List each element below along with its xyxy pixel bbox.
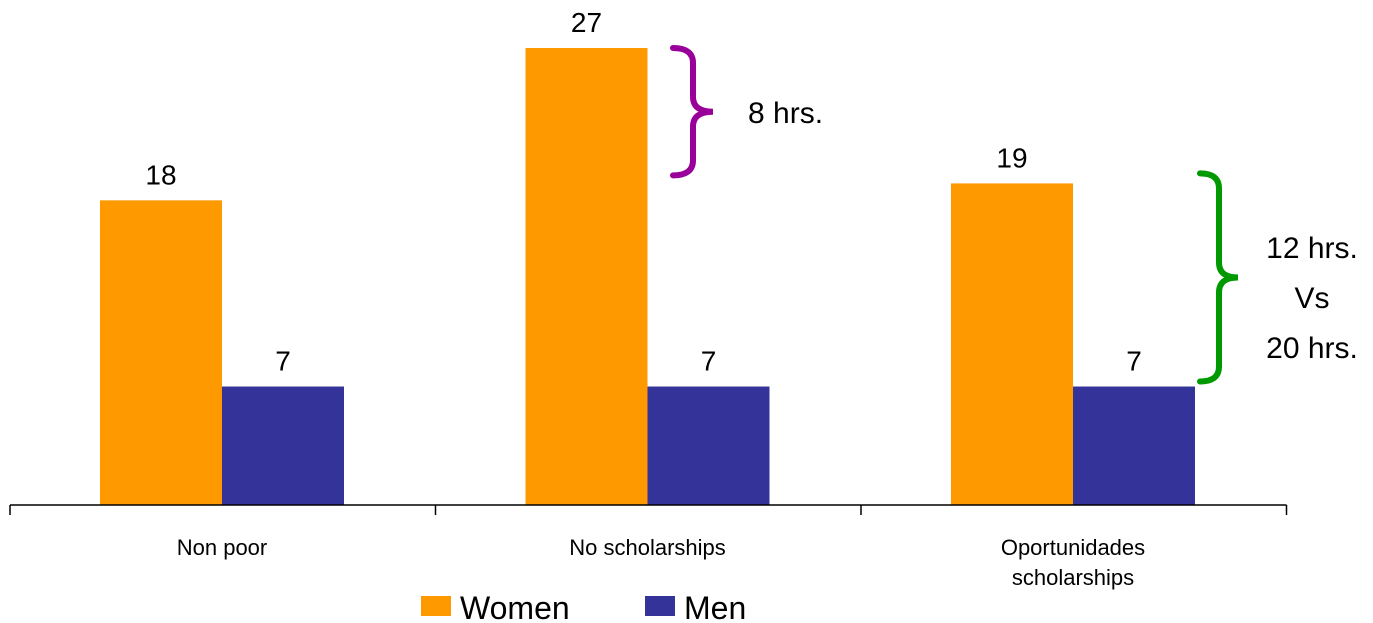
annotations-group: 8 hrs. 12 hrs. Vs 20 hrs. bbox=[670, 45, 1358, 385]
value-label-women-1: 27 bbox=[571, 7, 602, 38]
legend-swatch-women bbox=[421, 596, 451, 616]
legend-label-women: Women bbox=[460, 590, 570, 623]
legend-swatch-men bbox=[645, 596, 675, 616]
bar-men-0 bbox=[222, 386, 344, 505]
bar-men-2 bbox=[1073, 386, 1195, 505]
value-label-men-1: 7 bbox=[701, 346, 717, 377]
annotation-12-vs-20-hrs: 12 hrs. Vs 20 hrs. bbox=[1266, 232, 1358, 365]
annotation-8-hrs: 8 hrs. bbox=[748, 97, 823, 130]
category-label-1: No scholarships bbox=[569, 535, 726, 560]
value-labels-group: 18 27 19 7 7 7 bbox=[145, 7, 1141, 377]
x-axis bbox=[9, 504, 1288, 515]
value-label-men-2: 7 bbox=[1126, 346, 1142, 377]
category-label-0: Non poor bbox=[177, 535, 268, 560]
brace-purple bbox=[670, 45, 714, 179]
category-labels-group: Non poor No scholarships Oportunidades scho… bbox=[177, 535, 1145, 590]
value-label-women-0: 18 bbox=[145, 159, 176, 190]
legend: Women Men bbox=[421, 590, 746, 623]
bars-group bbox=[100, 48, 1195, 506]
bar-women-0 bbox=[100, 200, 222, 506]
bar-men-1 bbox=[647, 386, 770, 505]
brace-green bbox=[1197, 170, 1239, 385]
bar-women-2 bbox=[951, 183, 1073, 505]
value-label-men-0: 7 bbox=[275, 346, 291, 377]
value-label-women-2: 19 bbox=[996, 142, 1027, 173]
category-label-2: Oportunidades scholarships bbox=[1001, 535, 1145, 590]
legend-label-men: Men bbox=[684, 590, 746, 623]
bar-women-1 bbox=[525, 48, 648, 505]
